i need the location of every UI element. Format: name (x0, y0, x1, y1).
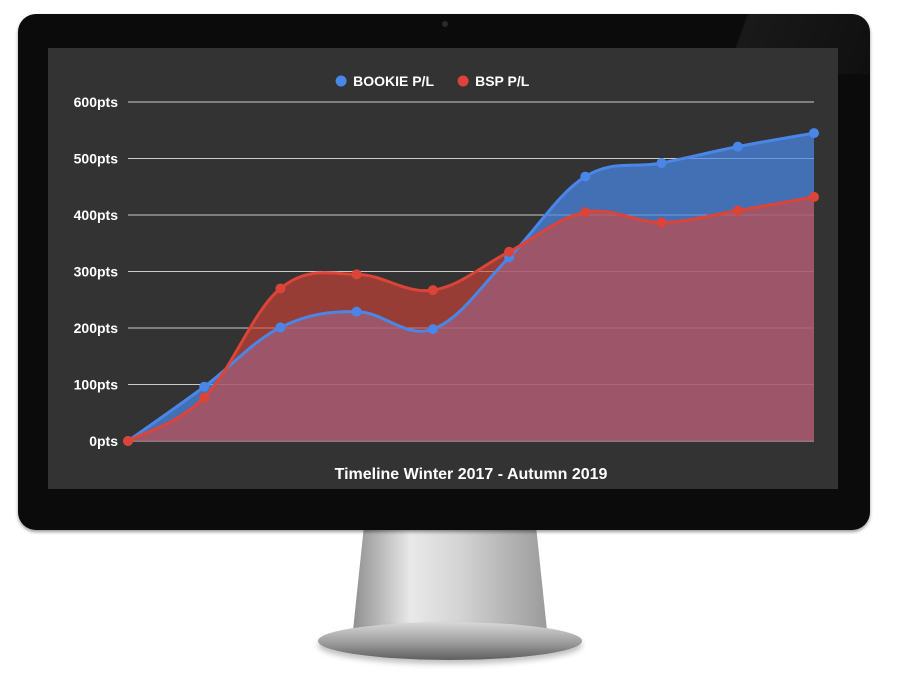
series-area (128, 196, 814, 441)
data-point (275, 322, 286, 333)
legend-marker (335, 75, 347, 87)
data-point (427, 285, 438, 296)
legend-marker (457, 75, 469, 87)
monitor-bezel: 0pts 100pts 200pts 300pts 400pts 500pts 600pts… (18, 14, 870, 530)
webcam-icon (442, 21, 448, 27)
y-tick-label: 300pts (74, 264, 119, 280)
area-chart: 0pts 100pts 200pts 300pts 400pts 500pts 600pts… (74, 73, 819, 483)
data-point (809, 191, 819, 202)
data-point (351, 269, 362, 280)
data-point (580, 207, 591, 218)
data-point (732, 205, 743, 216)
data-point (580, 171, 591, 182)
data-point (504, 246, 515, 257)
data-point (427, 324, 438, 335)
data-point (199, 392, 210, 403)
data-point (656, 217, 667, 228)
data-point (656, 158, 667, 169)
x-axis-label: Timeline Winter 2017 - Autumn 2019 (335, 466, 608, 483)
y-tick-label: 100pts (74, 377, 119, 393)
data-point (199, 381, 210, 392)
y-tick-label: 200pts (74, 320, 119, 336)
monitor-stand-base (318, 622, 582, 660)
legend-label: BSP P/L (475, 73, 530, 89)
data-point (275, 283, 286, 294)
chart-screen: 0pts 100pts 200pts 300pts 400pts 500pts 600pts… (48, 48, 838, 489)
y-tick-label: 400pts (74, 207, 119, 223)
series-line (127, 195, 815, 443)
data-point (351, 306, 362, 317)
y-tick-label: 500pts (74, 151, 119, 167)
legend-label: BOOKIE P/L (353, 73, 434, 89)
series-line (127, 131, 815, 443)
data-point (732, 141, 743, 152)
y-tick-label: 0pts (89, 433, 118, 449)
monitor-stand (352, 528, 548, 640)
data-point (123, 436, 133, 446)
y-tick-label: 600pts (74, 94, 119, 110)
data-point (809, 128, 819, 139)
